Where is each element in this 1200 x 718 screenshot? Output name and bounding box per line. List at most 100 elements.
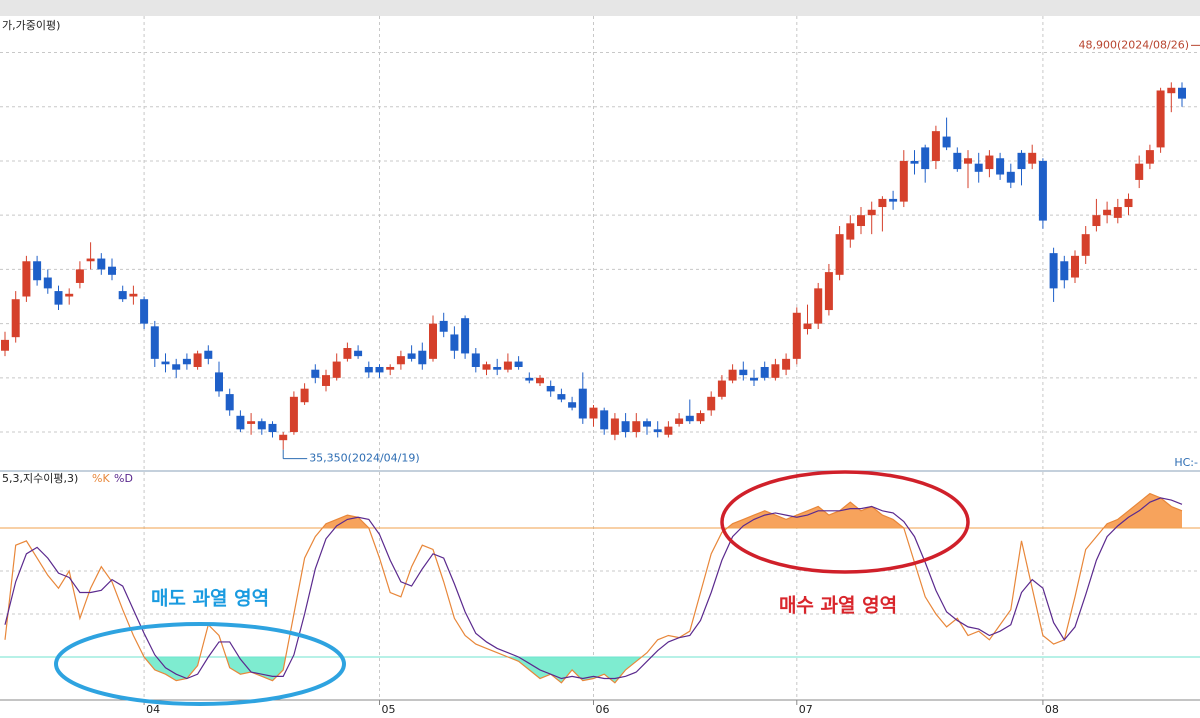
candle-body xyxy=(514,361,523,367)
candle-body xyxy=(814,288,823,324)
high-annotation: 48,900(2024/08/26) xyxy=(1079,38,1189,51)
candle-body xyxy=(225,394,234,411)
candle-body xyxy=(1167,87,1176,94)
candle-body xyxy=(97,258,106,270)
candle-body xyxy=(846,223,855,240)
candle-body xyxy=(1071,255,1079,278)
candle-body xyxy=(803,323,812,330)
candle-body xyxy=(471,353,480,367)
low-annotation: 35,350(2024/04/19) xyxy=(309,452,419,465)
legend-entry: %K xyxy=(92,472,110,485)
candle-body xyxy=(11,299,20,338)
candle-body xyxy=(257,421,266,430)
candle-body xyxy=(964,158,972,164)
candle-body xyxy=(54,291,63,305)
candle-body xyxy=(1017,152,1026,170)
candle-body xyxy=(161,361,170,365)
candle-body xyxy=(172,364,181,370)
crosshair-label: HC:- xyxy=(1174,456,1198,469)
candle-body xyxy=(931,131,940,161)
candle-body xyxy=(439,320,448,332)
candle-body xyxy=(418,350,427,365)
indicator-line xyxy=(4,492,1183,684)
candle-body xyxy=(996,158,1005,175)
x-tick-label: 04 xyxy=(146,703,160,716)
overlay-layer: %K %D 매도 과열 영역 매수 과열 영역 xyxy=(54,470,970,706)
overbought-ellipse xyxy=(720,470,970,574)
x-tick-label: 08 xyxy=(1045,703,1059,716)
candle-body xyxy=(375,366,384,373)
candle-body xyxy=(193,353,202,367)
oversold-ellipse xyxy=(54,622,346,706)
candle-body xyxy=(364,366,373,373)
candle-body xyxy=(1178,87,1186,99)
candle-body xyxy=(450,334,459,351)
candle-body xyxy=(568,402,577,408)
candle-body xyxy=(493,366,502,370)
candle-body xyxy=(707,396,716,411)
candle-body xyxy=(43,277,52,289)
candle-body xyxy=(322,375,330,386)
oversold-fill xyxy=(5,657,1182,683)
main-title: 가,가중이평) xyxy=(2,19,60,32)
candle-body xyxy=(407,353,416,359)
candle-body xyxy=(1038,160,1047,221)
candle-body xyxy=(1081,234,1090,256)
candle-body xyxy=(1156,90,1165,148)
candle-body xyxy=(600,410,609,430)
candle-body xyxy=(1135,163,1144,180)
candle-body xyxy=(396,356,405,365)
top-bar xyxy=(0,0,1200,16)
candle-body xyxy=(921,147,930,170)
overbought-fill xyxy=(5,493,1182,528)
candle-body xyxy=(1060,261,1069,281)
candle-body xyxy=(610,418,619,435)
candle-body xyxy=(429,323,437,359)
candle-body xyxy=(1,339,9,351)
candle-body xyxy=(589,407,598,419)
candle-body xyxy=(985,155,994,170)
candle-body xyxy=(1103,209,1112,216)
candle-body xyxy=(910,160,919,164)
grid-layer: 04 05 06 07 08 xyxy=(0,16,1200,716)
candle-body xyxy=(268,423,277,433)
candle-body xyxy=(824,272,833,311)
candle-body xyxy=(279,434,288,441)
candle-body xyxy=(129,293,138,297)
candle-body xyxy=(386,366,395,370)
candle-body xyxy=(835,234,844,275)
candle-body xyxy=(653,429,662,433)
candle-body xyxy=(942,136,951,148)
candle-body xyxy=(236,415,245,430)
candle-body xyxy=(289,396,298,433)
candle-body xyxy=(1113,207,1122,218)
candle-body xyxy=(974,163,983,172)
candle-body xyxy=(461,318,470,354)
marks-layer: 48,900(2024/08/26) 35,350(2024/04/19) xyxy=(0,38,1200,684)
legend-entry: %D xyxy=(114,472,133,485)
candle-body xyxy=(311,369,320,378)
candle-body xyxy=(867,209,876,216)
candle-body xyxy=(750,377,758,381)
candle-body xyxy=(204,350,213,359)
candle-body xyxy=(857,215,865,227)
zone-annotation: 매수 과열 영역 xyxy=(779,595,897,617)
candle-body xyxy=(1145,150,1154,164)
zone-annotation: 매도 과열 영역 xyxy=(151,588,269,610)
candle-body xyxy=(675,418,684,424)
candle-body xyxy=(878,198,887,208)
candle-body xyxy=(739,369,748,376)
candle-body xyxy=(643,421,651,427)
candle-body xyxy=(578,388,587,419)
indicator-title: 5,3,지수이평,3) xyxy=(2,472,78,485)
candle-body xyxy=(215,372,223,392)
candle-body xyxy=(300,388,309,403)
candle-body xyxy=(771,364,780,378)
candle-body xyxy=(1049,253,1058,289)
candle-body xyxy=(664,426,673,435)
candle-body xyxy=(354,350,363,357)
candle-body xyxy=(332,361,341,378)
candle-body xyxy=(140,299,149,324)
candle-body xyxy=(1092,215,1101,227)
candle-body xyxy=(953,152,962,170)
